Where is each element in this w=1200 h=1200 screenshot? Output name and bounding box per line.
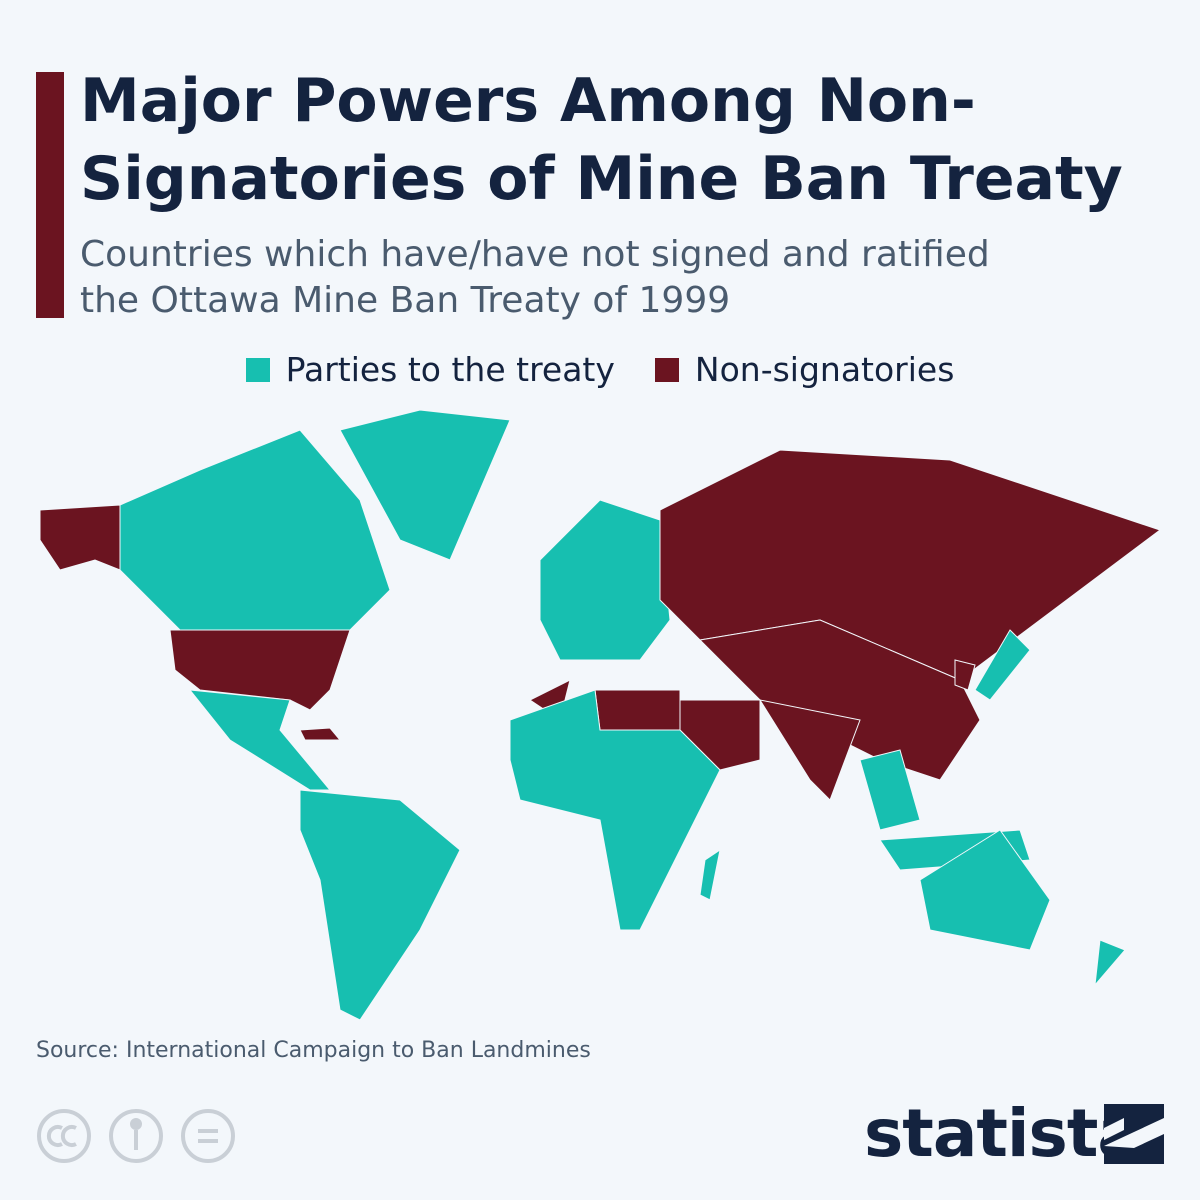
legend-label: Non-signatories [694,350,955,389]
world-map [39,409,1162,1021]
region [188,689,332,791]
region [299,789,461,1021]
source: Source: International Campaign to Ban La… [36,1038,591,1063]
legend-swatch [245,357,270,382]
region [594,689,681,731]
legend: Parties to the treaty Non-signatories [0,350,1200,389]
region [954,659,976,691]
region [299,727,342,741]
brand-logo [1104,1104,1164,1164]
region [1094,939,1126,987]
region [39,504,121,571]
region [509,689,721,931]
region [119,429,391,641]
region [699,848,721,901]
region [339,409,511,561]
region [859,749,921,831]
legend-label: Parties to the treaty [285,350,615,389]
legend-swatch [654,357,679,382]
license-icons [37,1109,235,1163]
brand: statista [864,1095,1142,1172]
legend-item: Non-signatories [654,350,955,389]
region [758,699,861,801]
legend-item: Parties to the treaty [245,350,615,389]
title: Major Powers Among Non-Signatories of Mi… [80,66,1123,214]
region [919,829,1051,951]
accent-bar [36,72,64,318]
region [169,629,351,711]
region [974,629,1031,701]
region [539,499,671,661]
subtitle: Countries which have/have not signed and… [80,234,990,321]
